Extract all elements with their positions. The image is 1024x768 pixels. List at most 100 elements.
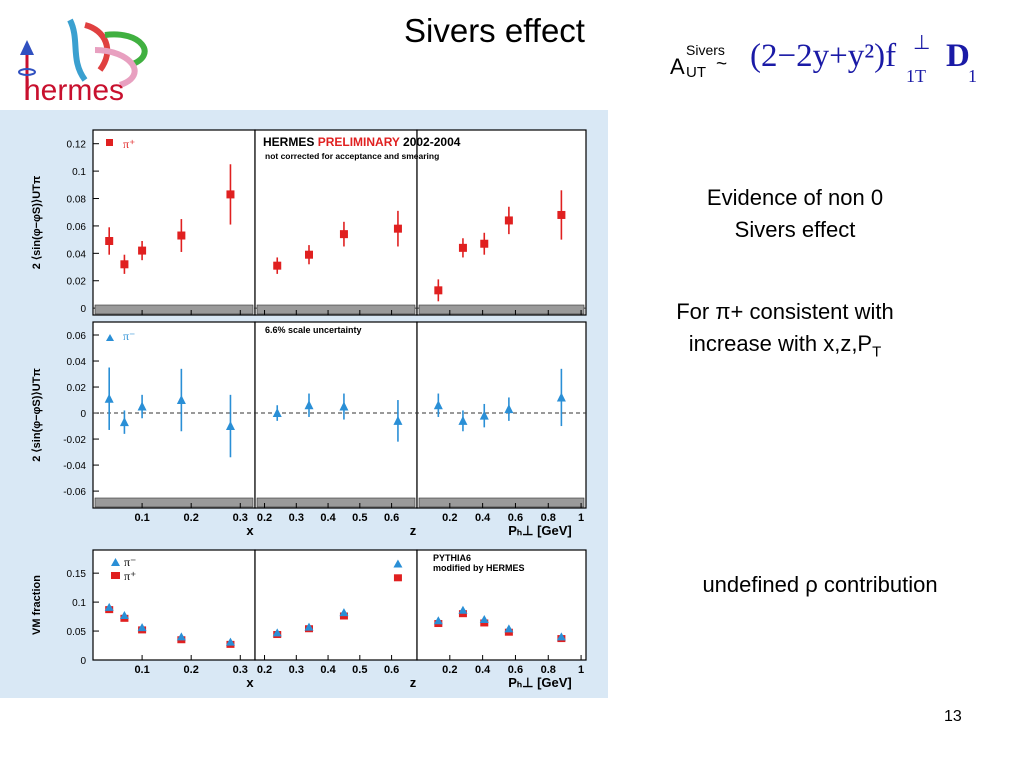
data-point-pi-minus — [137, 401, 147, 411]
x-tick-label: 0.2 — [442, 664, 457, 676]
data-point-pi-plus — [273, 261, 282, 270]
y-tick-label: 0.15 — [67, 569, 87, 580]
x-tick-label: 0.4 — [320, 512, 336, 524]
data-point-pi-plus — [105, 237, 114, 245]
data-point-pi-minus — [137, 623, 147, 632]
hermes-logo-graphic — [18, 18, 148, 100]
legend-label: π⁻ — [123, 329, 135, 343]
x-tick-label: 0.5 — [352, 664, 367, 676]
y-tick-label: 0 — [80, 656, 86, 667]
formula-d: D — [946, 38, 970, 74]
data-point-pi-plus — [177, 231, 186, 240]
y-tick-label: 0 — [80, 409, 86, 420]
data-point-pi-plus — [120, 260, 129, 269]
data-point-pi-minus — [272, 628, 282, 637]
data-point-pi-plus — [339, 230, 348, 239]
preliminary-header: HERMES PRELIMINARY 2002-2004 — [263, 135, 461, 149]
legend-label-pi-minus: π⁻ — [124, 555, 136, 569]
y-tick-label: 0.02 — [67, 383, 87, 394]
systematic-band — [418, 304, 585, 315]
chart-row-1: 0 0.02 0.04 0.06 0.08 0.1 0.12 2 ⟨sin(φ−φS)⟩UTπ… — [31, 129, 587, 316]
page-number: 13 — [944, 708, 962, 725]
data-point-pi-minus — [556, 632, 566, 641]
x-axis-label-pt: Pₕ⊥ [GeV] — [508, 523, 572, 538]
sivers-figure: 0 0.02 0.04 0.06 0.08 0.1 0.12 2 ⟨sin(φ−φS)⟩UTπ… — [0, 110, 608, 698]
legend-marker-pi-plus — [106, 139, 113, 146]
data-point-pi-minus — [339, 608, 349, 617]
data-point-pi-minus — [176, 395, 186, 405]
y-tick-label: -0.02 — [63, 435, 86, 446]
x-tick-label: 0.2 — [257, 512, 272, 524]
x-tick-label: 0.6 — [508, 664, 523, 676]
plot-panel-p — [416, 129, 587, 316]
data-point-pi-minus — [225, 421, 235, 431]
header-years: 2002-2004 — [400, 135, 461, 149]
data-point-pi-minus — [433, 400, 443, 410]
x-tick-label: 0.3 — [289, 664, 304, 676]
note-rho: undefined ρ contribution — [702, 572, 938, 597]
x-tick-label: 0.1 — [134, 512, 149, 524]
y-axis-label: VM fraction — [31, 575, 43, 635]
x-tick-label: 0.4 — [475, 512, 491, 524]
slide-title: Sivers effect — [404, 12, 585, 49]
note-evidence-line1: Evidence of non 0 — [706, 185, 884, 210]
scale-uncertainty-note: 6.6% scale uncertainty — [265, 325, 362, 335]
y-tick-label: 0.1 — [72, 167, 86, 178]
plot-panel-z — [254, 129, 418, 316]
data-point-pi-plus — [393, 574, 402, 582]
data-point-pi-plus — [393, 224, 402, 233]
x-tick-label: 1 — [578, 664, 584, 676]
data-point-pi-plus — [504, 216, 513, 225]
data-point-pi-minus — [458, 605, 468, 614]
y-tick-label: 0.08 — [67, 195, 87, 206]
acceptance-note: not corrected for acceptance and smearin… — [265, 151, 439, 161]
x-axis-label-x: x — [246, 675, 254, 690]
y-tick-label: 0.02 — [67, 277, 87, 288]
chart-row-3: 0 0.05 0.1 0.15 VM fraction π⁻π⁺ — [31, 549, 587, 667]
data-point-pi-minus — [504, 404, 514, 414]
data-point-pi-minus — [433, 616, 443, 625]
data-point-pi-minus — [119, 611, 129, 619]
data-point-pi-plus — [557, 210, 566, 219]
x-tick-label: 0.8 — [541, 664, 556, 676]
x-tick-label: 0.3 — [233, 512, 248, 524]
note-evidence-line2: Sivers effect — [734, 217, 856, 242]
systematic-band — [418, 497, 585, 508]
data-point-pi-plus — [305, 250, 313, 259]
x-tick-label: 0.4 — [475, 664, 491, 676]
y-axis-label: 2 ⟨sin(φ−φS)⟩UTπ — [31, 175, 43, 269]
data-point-pi-plus — [480, 239, 489, 248]
data-point-pi-minus — [304, 400, 314, 410]
x-axis-label-z: z — [410, 675, 417, 690]
x-tick-label: 1 — [578, 512, 584, 524]
x-tick-label: 0.8 — [541, 512, 556, 524]
legend-label: π⁺ — [123, 137, 135, 151]
x-tick-label: 0.1 — [134, 664, 149, 676]
note-evidence: Evidence of non 0 Sivers effect — [650, 182, 940, 246]
y-tick-label: -0.06 — [63, 487, 86, 498]
formula-sub-1t: 1T — [906, 66, 926, 86]
y-tick-label: 0 — [80, 304, 86, 315]
note-consistent-line2-text: increase with x,z,P — [688, 331, 873, 356]
data-point-pi-minus — [479, 615, 489, 624]
data-point-pi-minus — [104, 393, 114, 403]
formula-sub-1: 1 — [968, 66, 977, 86]
note-consistent-line1: For π+ consistent with — [676, 299, 894, 324]
logo-text: hermes — [24, 74, 125, 107]
x-tick-label: 0.4 — [320, 664, 336, 676]
y-tick-label: 0.12 — [67, 140, 87, 151]
data-point-pi-minus — [304, 622, 314, 631]
data-point-pi-minus — [104, 602, 114, 611]
pythia-note-line2: modified by HERMES — [433, 563, 525, 573]
formula-tilde: ~ — [716, 54, 728, 75]
x-tick-label: 0.2 — [184, 664, 199, 676]
data-point-pi-plus — [458, 243, 467, 252]
data-point-pi-plus — [434, 286, 443, 295]
x-tick-label: 0.6 — [384, 664, 399, 676]
y-tick-label: 0.04 — [67, 357, 87, 368]
y-tick-label: -0.04 — [63, 461, 86, 472]
plot-panel-z — [254, 321, 418, 509]
y-tick-label: 0.04 — [67, 249, 87, 260]
plot-panel-z — [254, 549, 418, 661]
data-point-pi-minus — [556, 392, 566, 402]
